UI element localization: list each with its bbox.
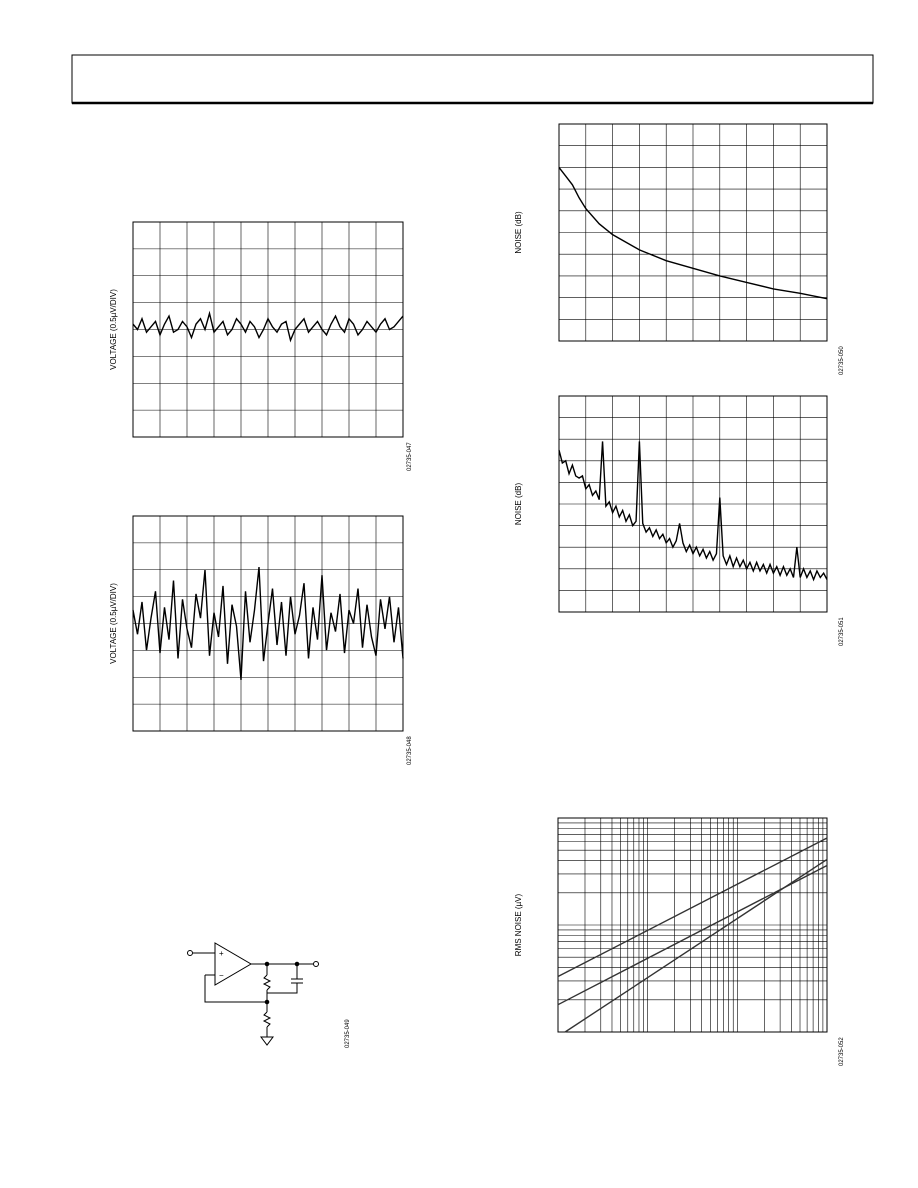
- node: [294, 961, 300, 967]
- figure-id: 02735-051: [839, 617, 845, 646]
- figure-id: 02735-048: [407, 736, 413, 765]
- ground: [260, 1036, 274, 1046]
- figure-id: 02735-052: [839, 1037, 845, 1066]
- resistor: [262, 1011, 272, 1028]
- minus-label: −: [219, 971, 224, 980]
- figure-id: 02735-049: [345, 1019, 351, 1048]
- series-line: [558, 441, 828, 582]
- figure-id: 02735-047: [407, 442, 413, 471]
- y-axis-label: NOISE (dB): [514, 483, 523, 526]
- plot-frame: [132, 515, 404, 732]
- series-line: [557, 837, 828, 978]
- series-line: [558, 166, 828, 300]
- series-line: [132, 566, 404, 680]
- op-amp: [214, 942, 252, 986]
- resistor: [262, 974, 272, 991]
- wire: [204, 975, 267, 1003]
- figure-id: 02735-050: [839, 346, 845, 375]
- series-line: [132, 310, 404, 343]
- plot-frame: [557, 817, 828, 1033]
- input-terminal: [187, 950, 193, 956]
- series-line: [564, 858, 828, 1033]
- plot-frame: [558, 395, 828, 613]
- plot-frame: [132, 221, 404, 438]
- plus-label: +: [219, 949, 224, 958]
- header-box: [71, 54, 874, 104]
- schematic: [187, 942, 319, 1046]
- plot-frame: [558, 123, 828, 342]
- output-terminal: [313, 961, 319, 967]
- node: [264, 999, 270, 1005]
- wire: [267, 983, 298, 994]
- y-axis-label: VOLTAGE (0.5µV/DIV): [109, 583, 118, 664]
- node: [264, 961, 270, 967]
- y-axis-label: VOLTAGE (0.5µV/DIV): [109, 289, 118, 370]
- y-axis-label: NOISE (dB): [514, 211, 523, 254]
- y-axis-label: RMS NOISE (µV): [514, 893, 523, 956]
